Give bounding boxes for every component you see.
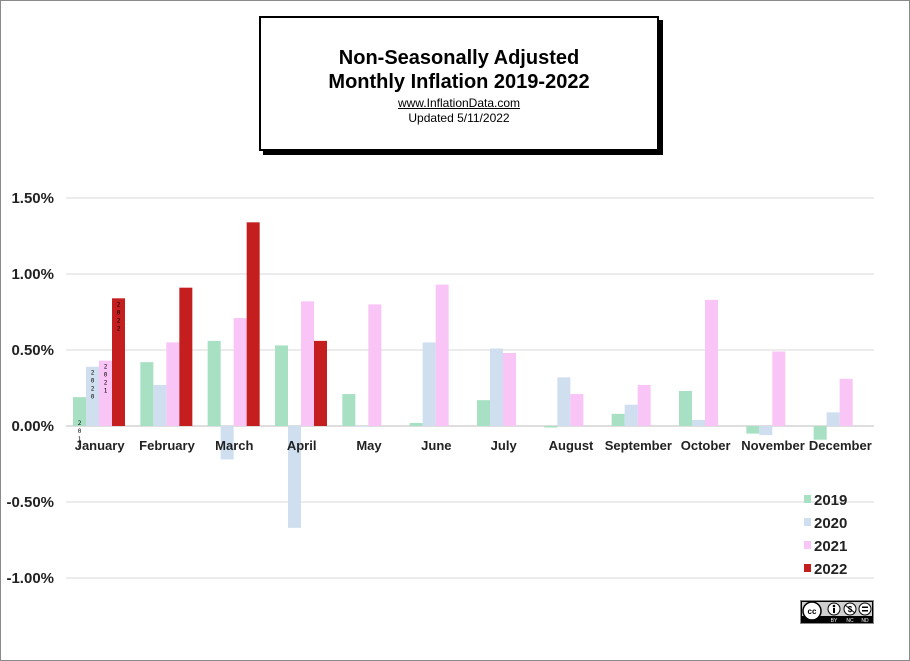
updated-date: Updated 5/11/2022 (408, 111, 510, 125)
svg-text:cc: cc (808, 607, 817, 616)
bar-2019-august (544, 426, 558, 428)
x-category-label: September (605, 438, 672, 453)
bar-data-label: 0 (78, 428, 82, 435)
bar-data-label: 2 (117, 301, 121, 308)
x-category-label: February (139, 438, 195, 453)
bar-2020-july (490, 348, 503, 426)
svg-text:ND: ND (861, 618, 869, 624)
bar-2021-may (368, 304, 382, 426)
bar-2021-january (99, 360, 112, 426)
legend-swatch (804, 495, 811, 503)
bar-data-label: 2 (104, 380, 108, 387)
bar-2021-march (233, 318, 247, 426)
svg-text:BY: BY (831, 618, 838, 624)
bar-2022-february (179, 287, 193, 426)
x-category-label: June (421, 438, 451, 453)
bar-2022-april (314, 340, 327, 426)
bar-data-label: 0 (117, 309, 121, 316)
bar-2021-august (570, 394, 584, 426)
bar-2021-september (637, 384, 651, 426)
bar-2020-october (692, 419, 705, 426)
bar-2019-january (73, 397, 86, 426)
bar-data-label: 0 (91, 378, 95, 385)
bar-2020-december (826, 412, 840, 426)
bar-data-label: 2 (104, 364, 108, 371)
bar-2020-june (422, 342, 436, 426)
x-category-label: May (356, 438, 382, 453)
legend-swatch (804, 518, 811, 526)
bars (73, 222, 853, 528)
x-category-label: October (681, 438, 731, 453)
bar-2021-june (435, 284, 449, 426)
y-tick-label: 1.50% (11, 190, 54, 207)
chart-title-line2: Monthly Inflation 2019-2022 (328, 71, 590, 93)
bar-2019-april (275, 345, 288, 426)
bar-2020-january (86, 366, 99, 426)
x-category-label: January (75, 438, 126, 453)
bar-data-label: 0 (104, 372, 108, 379)
bar-2022-march (246, 222, 260, 426)
bar-2019-september (611, 413, 625, 426)
y-tick-label: -0.50% (6, 494, 54, 511)
bar-2019-may (342, 394, 356, 426)
x-category-label: March (215, 438, 253, 453)
axis-labels: -1.00%-0.50%0.00%0.50%1.00%1.50%20192020… (6, 190, 871, 587)
x-category-label: July (491, 438, 518, 453)
bar-2021-october (705, 299, 718, 426)
bar-data-label: 1 (78, 436, 82, 443)
y-tick-label: 1.00% (11, 266, 54, 283)
legend-swatch (804, 564, 811, 572)
bar-data-label: 2 (117, 317, 121, 324)
bar-2019-october (679, 391, 692, 426)
bar-2020-february (153, 384, 167, 426)
bar-data-label: 0 (91, 394, 95, 401)
y-tick-label: -1.00% (6, 570, 54, 587)
bar-2019-july (477, 400, 490, 426)
bar-data-label: 9 (78, 444, 82, 451)
x-category-label: December (809, 438, 872, 453)
bar-2021-february (166, 342, 180, 426)
bar-2020-may (355, 426, 369, 427)
bar-2021-november (772, 351, 786, 426)
legend: 2019 2020 2021 2022 (804, 492, 847, 578)
bar-2020-november (759, 426, 773, 436)
bar-2019-june (409, 422, 423, 426)
chart-title-box: Non-Seasonally Adjusted Monthly Inflatio… (259, 16, 659, 151)
bar-2020-april (288, 426, 301, 528)
bar-data-label: 2 (117, 325, 121, 332)
legend-label: 2019 (814, 492, 847, 509)
legend-swatch (804, 541, 811, 549)
legend-label: 2021 (814, 538, 847, 555)
bar-2021-december (839, 378, 853, 426)
gridlines (66, 197, 874, 579)
bar-2019-february (140, 362, 154, 426)
bar-2019-december (813, 426, 827, 440)
bar-2021-april (301, 301, 314, 426)
legend-label: 2020 (814, 515, 847, 532)
bar-2022-january (112, 298, 125, 426)
source-url-link[interactable]: www.InflationData.com (397, 96, 521, 110)
bar-2021-july (503, 353, 516, 426)
bar-2020-march (220, 426, 234, 460)
chart-title-line1: Non-Seasonally Adjusted (338, 47, 580, 69)
bar-2020-august (557, 377, 571, 426)
bar-2019-november (746, 426, 760, 434)
bar-data-label: 2 (91, 370, 95, 377)
bar-2020-september (624, 404, 638, 426)
y-tick-label: 0.00% (11, 418, 54, 435)
svg-text:NC: NC (846, 618, 854, 624)
cc-license-badge-icon: cc $ BY NC ND (800, 600, 874, 624)
y-tick-label: 0.50% (11, 342, 54, 359)
bar-data-label: 2 (91, 386, 95, 393)
bar-2019-march (207, 340, 221, 426)
bar-data-label: 2 (78, 420, 82, 427)
bar-data-label: 1 (104, 388, 108, 395)
x-category-label: November (741, 438, 805, 453)
legend-label: 2022 (814, 561, 847, 578)
x-category-label: April (287, 438, 317, 453)
x-category-label: August (549, 438, 594, 453)
